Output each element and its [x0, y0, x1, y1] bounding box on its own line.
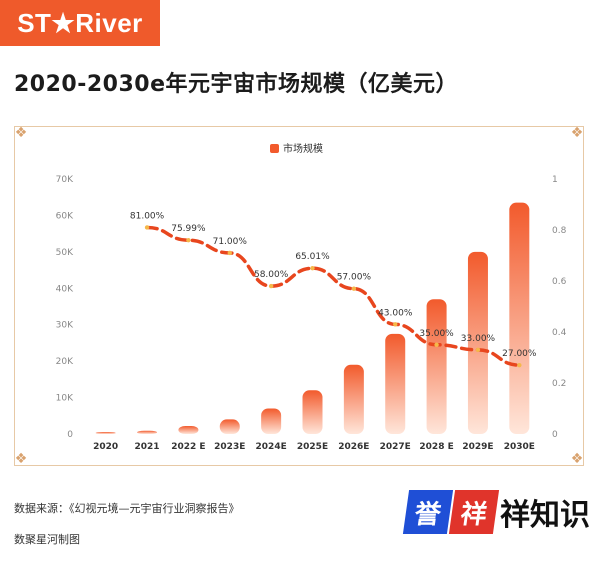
legend-swatch: [270, 144, 279, 153]
data-label: 75.99%: [171, 224, 206, 234]
bar: [178, 425, 199, 434]
data-label: 71.00%: [213, 237, 248, 247]
line-point: [393, 322, 398, 327]
x-tick-label: 2026E: [338, 442, 369, 452]
line-point: [268, 283, 274, 289]
x-tick-label: 2030E: [504, 442, 535, 452]
page-title: 2020-2030e年元宇宙市场规模（亿美元）: [14, 72, 459, 97]
growth-line: [145, 225, 522, 367]
y-right-tick-label: 0.6: [552, 277, 567, 287]
bar: [95, 432, 116, 434]
x-tick-label: 2023E: [214, 442, 245, 452]
watermark-box: 誉: [402, 490, 454, 534]
legend-label: 市场规模: [283, 142, 323, 155]
chart-credit: 数聚星河制图: [14, 533, 80, 546]
data-label: 35.00%: [419, 329, 454, 339]
bar: [426, 299, 447, 434]
bar: [509, 202, 530, 434]
line-point: [310, 266, 315, 271]
line-point: [144, 225, 150, 230]
y-left-tick-label: 60K: [56, 211, 74, 221]
bar: [343, 364, 364, 434]
bar: [261, 408, 282, 434]
data-label: 57.00%: [337, 273, 372, 283]
corner-ornament-icon: ❖: [14, 125, 28, 141]
bar: [385, 333, 406, 434]
watermark-box: 祥: [448, 490, 500, 534]
x-tick-label: 2021: [135, 442, 160, 452]
y-left-tick-label: 70K: [56, 175, 74, 185]
x-tick-label: 2028 E: [419, 442, 453, 452]
data-label: 27.00%: [502, 349, 537, 359]
bar: [302, 390, 323, 434]
corner-ornament-icon: ❖: [570, 125, 584, 141]
data-source-note: 数据来源：《幻视元境—元宇宙行业洞察报告》: [14, 502, 240, 515]
x-tick-label: 2024E: [256, 442, 287, 452]
line-point: [434, 342, 439, 347]
y-right-tick-label: 0.8: [552, 226, 567, 236]
watermark-text: 祥知识: [500, 498, 590, 533]
bar: [219, 419, 240, 434]
y-left-tick-label: 30K: [56, 321, 74, 331]
line-point: [351, 286, 357, 291]
corner-ornament-icon: ❖: [570, 451, 584, 467]
bar: [467, 251, 488, 434]
watermark: 誉 祥 祥知识: [402, 487, 590, 537]
bar: [137, 430, 158, 434]
y-right-tick-label: 1: [552, 175, 558, 185]
data-label: 65.01%: [295, 252, 330, 262]
corner-ornament-icon: ❖: [14, 451, 28, 467]
line-point: [475, 347, 481, 353]
x-tick-label: 2020: [93, 442, 118, 452]
data-label: 43.00%: [378, 308, 413, 318]
y-right-tick-label: 0.2: [552, 379, 566, 389]
y-left-tick-label: 20K: [56, 357, 74, 367]
chart-frame: ❖ ❖ ❖ ❖ 市场规模 0 10K 20K 30K 40K 50K 60K 70K 0 0.2 0.…: [14, 125, 584, 467]
market-size-chart: 市场规模 0 10K 20K 30K 40K 50K 60K 70K 0 0.2 0.4 0.6 0.8 1…: [56, 142, 567, 452]
brand-logo: ST★River: [0, 0, 160, 46]
line-point: [517, 362, 522, 368]
data-label: 33.00%: [461, 334, 496, 344]
y-right-tick-label: 0: [552, 430, 558, 440]
data-label: 81.00%: [130, 211, 165, 221]
x-tick-label: 2029E: [462, 442, 493, 452]
x-tick-label: 2027E: [380, 442, 411, 452]
x-tick-label: 2025E: [297, 442, 328, 452]
line-point: [227, 250, 232, 256]
y-left-tick-label: 10K: [56, 394, 74, 404]
y-left-tick-label: 0: [67, 430, 73, 440]
data-label: 58.00%: [254, 270, 289, 280]
y-left-tick-label: 50K: [56, 248, 74, 258]
y-right-tick-label: 0.4: [552, 328, 567, 338]
x-tick-label: 2022 E: [171, 442, 205, 452]
y-left-tick-label: 40K: [56, 284, 74, 294]
line-point: [186, 238, 191, 243]
